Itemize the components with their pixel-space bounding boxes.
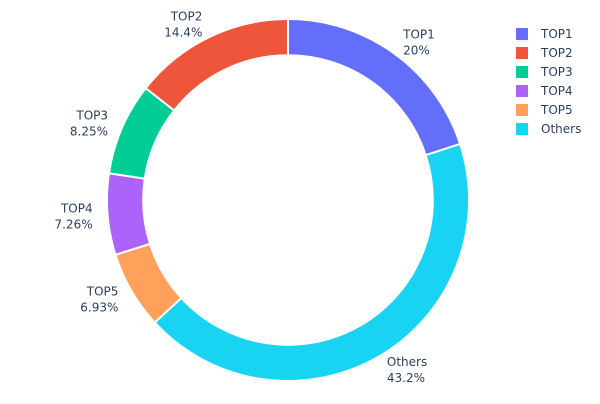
slice-label-name: TOP2 <box>170 10 203 24</box>
slice-label-name: TOP4 <box>60 202 93 216</box>
legend-label-top5[interactable]: TOP5 <box>540 103 573 117</box>
slice-label-percent: 43.2% <box>387 371 425 385</box>
slice-label-percent: 14.4% <box>164 26 202 40</box>
slice-label-name: TOP3 <box>75 108 108 122</box>
legend-swatch-top3[interactable] <box>516 66 528 78</box>
legend-label-top2[interactable]: TOP2 <box>540 46 573 60</box>
legend-label-others[interactable]: Others <box>541 122 581 136</box>
legend-label-top3[interactable]: TOP3 <box>540 65 573 79</box>
slice-top2[interactable] <box>144 17 289 112</box>
slice-label-name: Others <box>387 355 427 369</box>
slice-label-percent: 7.26% <box>54 218 92 232</box>
slice-others[interactable] <box>153 142 470 382</box>
legend-swatch-others[interactable] <box>516 123 528 135</box>
legend-swatch-top2[interactable] <box>516 47 528 59</box>
slice-label-percent: 8.25% <box>70 124 108 138</box>
slice-top4[interactable] <box>106 172 152 257</box>
slice-label-percent: 20% <box>403 43 430 57</box>
legend-swatch-top4[interactable] <box>516 85 528 97</box>
legend-swatch-top5[interactable] <box>516 104 528 116</box>
slice-label-name: TOP1 <box>402 27 435 41</box>
legend-label-top4[interactable]: TOP4 <box>540 84 573 98</box>
slice-label-name: TOP5 <box>86 284 119 298</box>
legend-swatch-top1[interactable] <box>516 28 528 40</box>
legend-label-top1[interactable]: TOP1 <box>540 27 573 41</box>
slice-label-percent: 6.93% <box>80 300 118 314</box>
